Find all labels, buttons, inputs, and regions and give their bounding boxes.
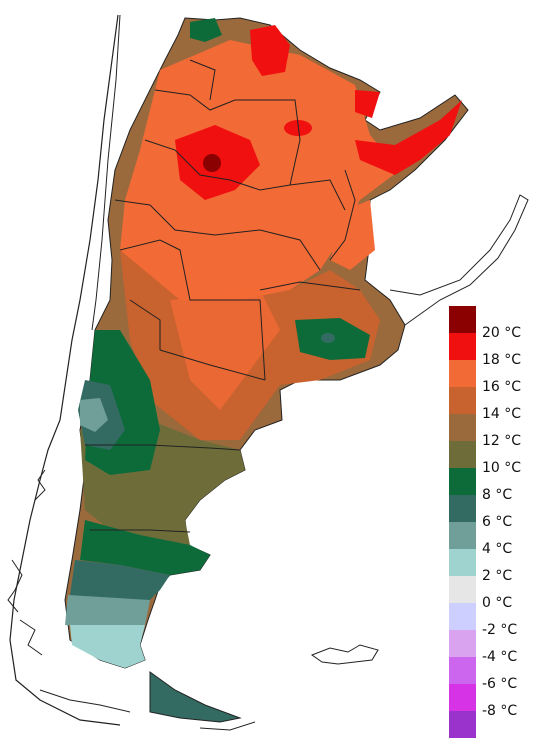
legend-label: 10 °C [482, 460, 522, 476]
zone-6c-east [321, 333, 335, 343]
zone-8c-top [190, 18, 222, 42]
legend-item [449, 387, 537, 414]
legend-label: 2 °C [482, 568, 513, 584]
legend-item [449, 549, 537, 576]
legend-swatch [449, 711, 476, 738]
legend-swatch [449, 306, 476, 333]
legend-swatch [449, 414, 476, 441]
province-borders [85, 59, 361, 533]
legend-item [449, 522, 537, 549]
legend-swatch [449, 468, 476, 495]
zone-16c-north [120, 40, 400, 300]
legend-item [449, 360, 537, 387]
zone-20c-peak [203, 154, 221, 172]
legend-item [449, 657, 537, 684]
uruguay-coast [389, 194, 529, 326]
chile-islands [7, 469, 256, 731]
legend-item [449, 576, 537, 603]
legend-label: 0 °C [482, 595, 513, 611]
tierra-del-fuego [149, 671, 242, 723]
legend-item [449, 630, 537, 657]
zone-8c-south [80, 520, 210, 575]
legend-label: -6 °C [482, 676, 518, 692]
zone-6c-south [70, 560, 170, 600]
legend-label: -2 °C [482, 622, 518, 638]
legend-swatch [449, 333, 476, 360]
legend-swatch [449, 657, 476, 684]
legend-swatch [449, 684, 476, 711]
legend-item [449, 603, 537, 630]
zone-4c-west [80, 398, 108, 432]
legend-label: 8 °C [482, 487, 513, 503]
legend-label: -8 °C [482, 703, 518, 719]
legend-item [449, 306, 537, 333]
legend-swatch [449, 603, 476, 630]
legend-label: 4 °C [482, 541, 513, 557]
legend-swatch [449, 549, 476, 576]
zone-18c-east-top [355, 90, 380, 118]
legend-label: -4 °C [482, 649, 518, 665]
legend-swatch [449, 441, 476, 468]
legend-swatch [449, 522, 476, 549]
legend-item [449, 441, 537, 468]
zone-16c-east [330, 200, 375, 270]
zone-18c-ne [355, 100, 462, 175]
legend-swatch [449, 576, 476, 603]
legend-item [449, 414, 537, 441]
legend-item [449, 468, 537, 495]
legend-label: 16 °C [482, 379, 522, 395]
legend-item [449, 711, 537, 738]
legend-label: 6 °C [482, 514, 513, 530]
legend-label: 14 °C [482, 406, 522, 422]
zone-18c-top [250, 25, 290, 76]
legend-item [449, 333, 537, 360]
zone-4c-south [65, 595, 150, 628]
legend-item [449, 495, 537, 522]
chile-coastline [9, 14, 121, 726]
legend-item [449, 684, 537, 711]
legend-swatch [449, 360, 476, 387]
zone-2c-south [70, 625, 145, 668]
legend-swatch [449, 630, 476, 657]
legend-label: 18 °C [482, 352, 522, 368]
legend-label: 20 °C [482, 325, 522, 341]
legend-label: 12 °C [482, 433, 522, 449]
legend-swatch [449, 387, 476, 414]
chile-coastline-inner [91, 14, 121, 331]
temperature-legend: 20 °C 18 °C 16 °C 14 °C 12 °C 10 °C 8 °C… [449, 306, 537, 738]
zone-16c-central [170, 290, 280, 410]
falkland-islands [310, 644, 379, 665]
legend-swatch [449, 495, 476, 522]
